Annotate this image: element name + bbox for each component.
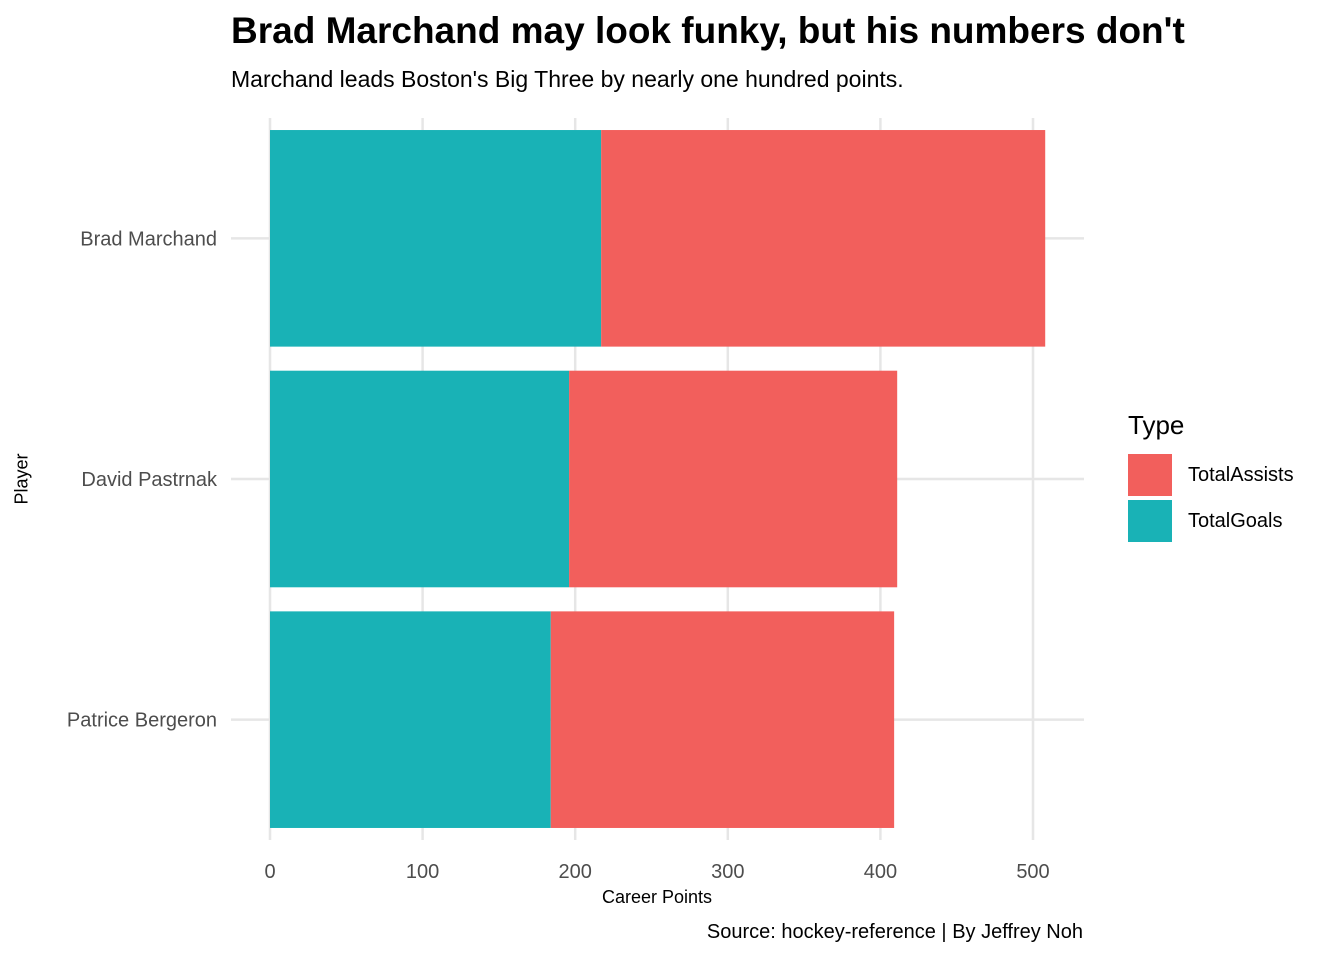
y-tick-label: David Pastrnak — [81, 469, 218, 491]
bar-totalassists-david-pastrnak — [569, 370, 898, 588]
legend-item-assists: TotalAssists — [1128, 453, 1294, 497]
legend-key-goals — [1128, 500, 1172, 542]
bar-totalgoals-brad-marchand — [270, 130, 602, 347]
chart-caption: Source: hockey-reference | By Jeffrey No… — [706, 921, 1083, 943]
x-tick-label: 500 — [1016, 861, 1049, 883]
legend-key-assists — [1128, 454, 1172, 496]
legend-item-goals: TotalGoals — [1128, 499, 1294, 543]
bar-totalgoals-patrice-bergeron — [270, 611, 551, 828]
legend: Type TotalAssists TotalGoals — [1128, 410, 1294, 545]
x-tick-label: 300 — [711, 861, 744, 883]
bar-totalgoals-david-pastrnak — [270, 370, 570, 588]
x-tick-label: 0 — [264, 861, 275, 883]
x-tick-label: 200 — [559, 861, 592, 883]
chart-subtitle: Marchand leads Boston's Big Three by nea… — [231, 66, 904, 92]
y-axis-label: Player — [11, 453, 32, 505]
x-axis-label: Career Points — [601, 887, 713, 907]
x-tick-label: 400 — [864, 861, 897, 883]
legend-title: Type — [1128, 410, 1185, 440]
bar-totalassists-patrice-bergeron — [550, 611, 895, 828]
legend-label-assists: TotalAssists — [1188, 463, 1294, 486]
legend-label-goals: TotalGoals — [1188, 509, 1283, 532]
y-tick-label: Brad Marchand — [80, 228, 217, 250]
chart-title: Brad Marchand may look funky, but his nu… — [231, 10, 1185, 51]
y-tick-label: Patrice Bergeron — [67, 710, 217, 732]
bar-totalassists-brad-marchand — [601, 130, 1046, 347]
x-tick-label: 100 — [406, 861, 439, 883]
